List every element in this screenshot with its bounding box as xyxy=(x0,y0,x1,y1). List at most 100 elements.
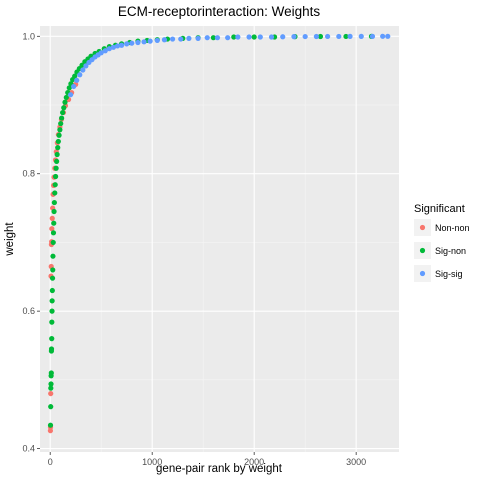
x-tick-label: 1000 xyxy=(142,457,162,467)
point-sig-sig xyxy=(80,67,86,73)
y-axis-ticks: 0.4 0.6 0.8 1.0 xyxy=(22,31,40,454)
point-sig-non xyxy=(343,33,349,40)
point-sig-non xyxy=(61,105,67,111)
point-sig-non xyxy=(57,127,63,133)
legend-label-non-non: Non-non xyxy=(435,223,470,233)
point-sig-sig xyxy=(347,33,353,39)
point-sig-sig xyxy=(124,41,130,47)
point-sig-sig xyxy=(257,34,263,40)
point-sig-non xyxy=(54,158,60,164)
point-sig-sig xyxy=(235,34,241,40)
point-sig-non xyxy=(251,34,257,40)
y-axis-title: weight xyxy=(4,222,16,257)
x-tick-label: 3000 xyxy=(346,457,366,467)
point-non-non xyxy=(49,215,55,221)
point-sig-non xyxy=(48,381,54,387)
point-sig-non xyxy=(52,190,58,196)
x-axis-title: gene-pair rank by weight xyxy=(156,463,283,475)
point-sig-sig xyxy=(118,42,125,48)
point-sig-sig xyxy=(74,77,80,83)
point-sig-sig xyxy=(106,46,112,52)
point-sig-sig xyxy=(291,34,297,40)
point-sig-sig xyxy=(102,48,108,54)
point-sig-non xyxy=(79,62,85,68)
point-sig-sig xyxy=(110,44,117,50)
point-non-non xyxy=(49,226,55,232)
point-sig-sig xyxy=(268,34,275,40)
point-sig-non xyxy=(48,385,54,391)
point-sig-sig xyxy=(369,33,376,39)
x-tick-label: 2000 xyxy=(244,457,264,467)
point-sig-sig xyxy=(98,50,104,56)
point-sig-non xyxy=(59,115,65,121)
point-sig-sig xyxy=(71,83,77,90)
minor-gridlines xyxy=(40,26,399,452)
point-sig-sig xyxy=(380,33,386,39)
plot-panel xyxy=(40,26,399,452)
legend-swatch-sig-sig xyxy=(419,270,426,277)
point-sig-non xyxy=(49,298,55,304)
data-points xyxy=(47,33,391,434)
point-sig-sig xyxy=(313,33,319,40)
point-sig-non xyxy=(72,73,78,79)
point-sig-sig xyxy=(178,36,184,42)
point-sig-sig xyxy=(225,35,231,41)
point-sig-non xyxy=(56,132,62,138)
point-sig-sig xyxy=(214,35,221,41)
point-sig-non xyxy=(49,308,55,314)
point-sig-non xyxy=(60,109,66,116)
point-sig-sig xyxy=(336,33,342,40)
point-sig-non xyxy=(50,239,56,246)
point-sig-sig xyxy=(154,37,160,44)
legend-swatch-non-non xyxy=(419,224,426,231)
y-tick-label: 0.6 xyxy=(22,306,35,316)
point-sig-non xyxy=(47,422,54,428)
point-sig-non xyxy=(53,173,59,180)
point-sig-non xyxy=(66,85,72,91)
point-sig-non xyxy=(54,151,60,158)
point-sig-sig xyxy=(195,35,201,41)
point-sig-non xyxy=(62,99,68,105)
point-sig-sig xyxy=(358,33,364,39)
legend-label-sig-non: Sig-non xyxy=(435,246,466,256)
legend-title: Significant xyxy=(414,203,465,215)
y-tick-label: 0.4 xyxy=(22,444,35,454)
point-sig-non xyxy=(53,165,59,171)
point-sig-non xyxy=(52,182,58,188)
legend-swatch-sig-non xyxy=(419,247,426,254)
point-sig-sig xyxy=(385,33,391,39)
point-sig-non xyxy=(63,94,69,101)
point-sig-non xyxy=(48,404,54,410)
point-sig-sig xyxy=(186,35,192,41)
point-sig-sig xyxy=(302,33,308,40)
point-sig-non xyxy=(50,253,56,259)
point-sig-sig xyxy=(114,43,121,49)
point-sig-non xyxy=(317,33,324,40)
point-sig-sig xyxy=(67,92,74,98)
point-sig-sig xyxy=(169,36,176,42)
point-sig-sig xyxy=(280,34,286,40)
point-sig-non xyxy=(55,145,61,151)
y-tick-label: 0.8 xyxy=(22,169,35,179)
point-sig-sig xyxy=(77,72,83,78)
point-sig-sig xyxy=(161,37,168,43)
point-sig-sig xyxy=(129,40,135,46)
point-sig-non xyxy=(49,336,55,342)
point-sig-sig xyxy=(204,35,210,41)
point-sig-sig xyxy=(246,34,252,40)
point-sig-non xyxy=(231,34,237,40)
legend-label-sig-sig: Sig-sig xyxy=(435,269,463,279)
point-sig-sig xyxy=(141,39,147,45)
point-sig-non xyxy=(49,287,55,294)
point-sig-non xyxy=(51,199,57,206)
point-sig-sig xyxy=(147,38,153,44)
point-sig-non xyxy=(55,138,61,145)
point-sig-non xyxy=(51,208,57,215)
point-sig-sig xyxy=(83,63,89,69)
legend: Significant Non-non Sig-non Sig-sig xyxy=(414,203,470,282)
point-non-non xyxy=(48,390,54,397)
point-sig-non xyxy=(49,275,56,281)
point-sig-non xyxy=(48,346,55,352)
point-sig-non xyxy=(58,120,64,127)
point-sig-non xyxy=(48,370,54,376)
